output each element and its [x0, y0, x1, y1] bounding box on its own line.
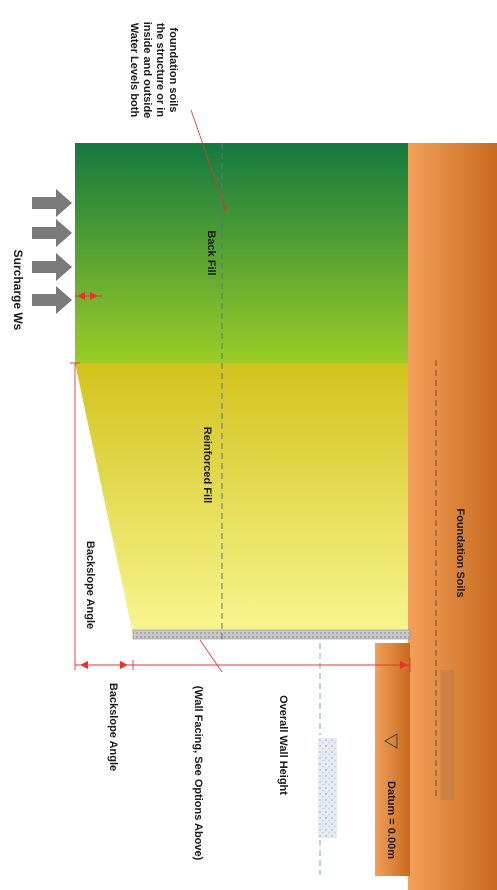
reinforced-fill-label: Reinforced Fill [201, 427, 213, 503]
backslope-angle-dimension-top [70, 292, 102, 665]
surcharge-arrow-4 [32, 286, 72, 314]
svg-text:the structure or in: the structure or in [154, 23, 166, 117]
foundation-soils [408, 143, 497, 890]
height-dimension [74, 658, 411, 672]
drainage-gravel [318, 738, 337, 838]
back-fill-label: Back Fill [205, 230, 217, 275]
reinforced-fill-zone [75, 363, 408, 634]
foundation-soils-front [375, 643, 410, 876]
surcharge-arrow-2 [32, 219, 72, 247]
backslope-angle-left-label: Backslope Angle [107, 683, 119, 771]
overall-wall-height-label: Overall Wall Height [277, 695, 289, 795]
back-fill-zone [75, 143, 408, 363]
foundation-soils-label: Foundation Soils [454, 508, 466, 597]
svg-text:inside and outside: inside and outside [141, 22, 153, 119]
datum-marker [384, 733, 398, 749]
svg-text:foundation soils: foundation soils [167, 28, 179, 113]
surcharge-arrows [32, 189, 72, 314]
wall-facing [132, 629, 411, 640]
water-levels-label: Water Levels both inside and outside the… [128, 22, 179, 119]
surcharge-label: Surcharge Ws [11, 250, 25, 331]
surcharge-arrow-1 [32, 189, 72, 217]
datum-label: Datum = 0.00m [385, 781, 397, 859]
wall-facing-pointer [199, 639, 223, 673]
drainage-strip [440, 670, 454, 800]
water-level-pointer [190, 109, 226, 209]
svg-text:Water Levels both: Water Levels both [128, 23, 140, 118]
backslope-angle-top-label: Backslope Angle [84, 541, 96, 629]
wall-facing-label: (Wall Facing, See Options Above) [192, 686, 204, 861]
surcharge-arrow-3 [32, 253, 72, 281]
